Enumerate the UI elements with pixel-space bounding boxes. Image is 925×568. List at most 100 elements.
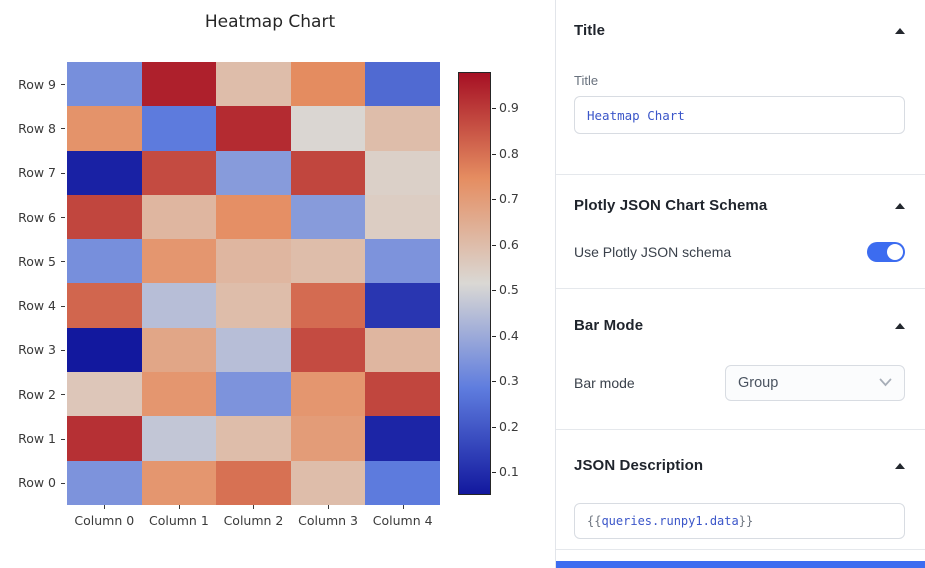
x-axis-label: Column 0	[67, 505, 142, 528]
colorbar-tick-label: 0.4	[492, 327, 519, 343]
collapse-arrow-icon[interactable]	[895, 27, 905, 34]
heatmap-cell	[67, 239, 142, 284]
heatmap-cell	[290, 416, 366, 461]
heatmap-cell	[216, 327, 291, 373]
heatmap-cell	[141, 106, 217, 151]
title-input[interactable]: Heatmap Chart	[574, 96, 905, 134]
colorbar-tick-label: 0.6	[492, 236, 519, 252]
heatmap-cell	[67, 106, 142, 151]
section-plotly-header[interactable]: Plotly JSON Chart Schema	[574, 197, 905, 214]
title-input-value: Heatmap Chart	[587, 107, 685, 123]
heatmap-cell	[67, 150, 142, 195]
heatmap-grid	[67, 62, 440, 505]
section-json-header[interactable]: JSON Description	[574, 457, 905, 474]
heatmap-cell	[67, 283, 142, 328]
heatmap-cell	[67, 194, 142, 240]
heatmap-cell	[216, 194, 291, 240]
heatmap-cell	[290, 327, 366, 373]
x-axis-label: Column 3	[291, 505, 366, 528]
heatmap-cell	[67, 62, 142, 107]
y-axis-label: Row 3	[0, 328, 66, 372]
heatmap-cell	[141, 62, 217, 107]
section-barmode-header[interactable]: Bar Mode	[574, 317, 905, 334]
heatmap-cell	[290, 62, 366, 107]
heatmap-cell	[290, 283, 366, 328]
y-axis-label: Row 2	[0, 372, 66, 416]
heatmap-cell	[216, 106, 291, 151]
y-axis-label: Row 7	[0, 151, 66, 195]
heatmap-cell	[290, 194, 366, 240]
section-json-label: JSON Description	[574, 457, 704, 474]
y-axis-label: Row 8	[0, 106, 66, 150]
heatmap-cell	[290, 150, 366, 195]
y-axis-label: Row 1	[0, 416, 66, 460]
heatmap-cell	[365, 150, 440, 195]
plotly-schema-toggle[interactable]	[867, 242, 905, 262]
bar-mode-selected-value: Group	[738, 375, 779, 391]
collapse-arrow-icon[interactable]	[895, 322, 905, 329]
colorbar-tick-label: 0.9	[492, 100, 519, 116]
y-axis-label: Row 0	[0, 461, 66, 505]
heatmap-cell	[141, 283, 217, 328]
colorbar-ticks: 0.9 0.8 0.7 0.6 0.5 0.4 0.3 0.2 0.1	[492, 72, 543, 495]
json-description-input[interactable]: {{queries.runpy1.data}}	[574, 503, 905, 539]
colorbar-tick-label: 0.2	[492, 418, 519, 434]
code-close-braces: }}	[738, 514, 754, 528]
y-axis-label: Row 5	[0, 239, 66, 283]
code-expression: queries.runpy1.data	[601, 514, 739, 528]
heatmap-cell	[141, 460, 217, 505]
chart-title: Heatmap Chart	[204, 12, 336, 32]
heatmap-cell	[290, 460, 366, 505]
section-json-description: JSON Description {{queries.runpy1.data}}	[556, 430, 925, 550]
heatmap-cell	[216, 150, 291, 195]
x-axis-labels: Column 0 Column 1 Column 2 Column 3 Column 4	[67, 505, 440, 528]
plotly-toggle-label: Use Plotly JSON schema	[574, 244, 732, 260]
heatmap-cell	[365, 460, 440, 505]
heatmap-cell	[67, 372, 142, 417]
y-axis-labels: Row 9 Row 8 Row 7 Row 6 Row 5 Row 4 Row 3 Row 2…	[0, 62, 66, 505]
heatmap-cell	[141, 239, 217, 284]
heatmap-cell	[365, 327, 440, 373]
heatmap-cell	[141, 150, 217, 195]
heatmap-cell	[365, 283, 440, 328]
colorbar-tick-label: 0.8	[492, 145, 519, 161]
colorbar-tick-label: 0.5	[492, 282, 519, 298]
section-title: Title Title Heatmap Chart	[556, 0, 925, 175]
heatmap-cell	[216, 460, 291, 505]
x-axis-label: Column 1	[142, 505, 217, 528]
heatmap-cell	[290, 372, 366, 417]
chevron-down-icon	[879, 374, 892, 392]
section-plotly-schema: Plotly JSON Chart Schema Use Plotly JSON…	[556, 175, 925, 289]
inspector-panel: Title Title Heatmap Chart Plotly JSON Ch…	[555, 0, 925, 568]
colorbar-tick-label: 0.1	[492, 464, 519, 480]
heatmap-cell	[216, 372, 291, 417]
x-axis-label: Column 4	[365, 505, 440, 528]
colorbar-tick-label: 0.7	[492, 191, 519, 207]
heatmap-cell	[290, 106, 366, 151]
heatmap-cell	[67, 327, 142, 373]
heatmap-cell	[365, 106, 440, 151]
bar-mode-select[interactable]: Group	[725, 365, 905, 401]
heatmap-cell	[141, 327, 217, 373]
collapse-arrow-icon[interactable]	[895, 202, 905, 209]
heatmap-cell	[141, 416, 217, 461]
collapse-arrow-icon[interactable]	[895, 462, 905, 469]
heatmap-cell	[216, 416, 291, 461]
heatmap-cell	[365, 194, 440, 240]
heatmap-cell	[67, 460, 142, 505]
toggle-knob	[887, 244, 903, 260]
heatmap-cell	[365, 239, 440, 284]
section-title-header[interactable]: Title	[574, 22, 905, 39]
heatmap-cell	[67, 416, 142, 461]
heatmap-cell	[141, 194, 217, 240]
colorbar-tick-label: 0.3	[492, 373, 519, 389]
bottom-accent-bar	[556, 561, 925, 568]
heatmap-cell	[365, 372, 440, 417]
section-plotly-label: Plotly JSON Chart Schema	[574, 197, 768, 214]
x-axis-label: Column 2	[216, 505, 291, 528]
y-axis-label: Row 9	[0, 62, 66, 106]
section-bar-mode: Bar Mode Bar mode Group	[556, 289, 925, 430]
heatmap-cell	[290, 239, 366, 284]
heatmap-plot	[67, 62, 440, 505]
heatmap-cell	[365, 62, 440, 107]
